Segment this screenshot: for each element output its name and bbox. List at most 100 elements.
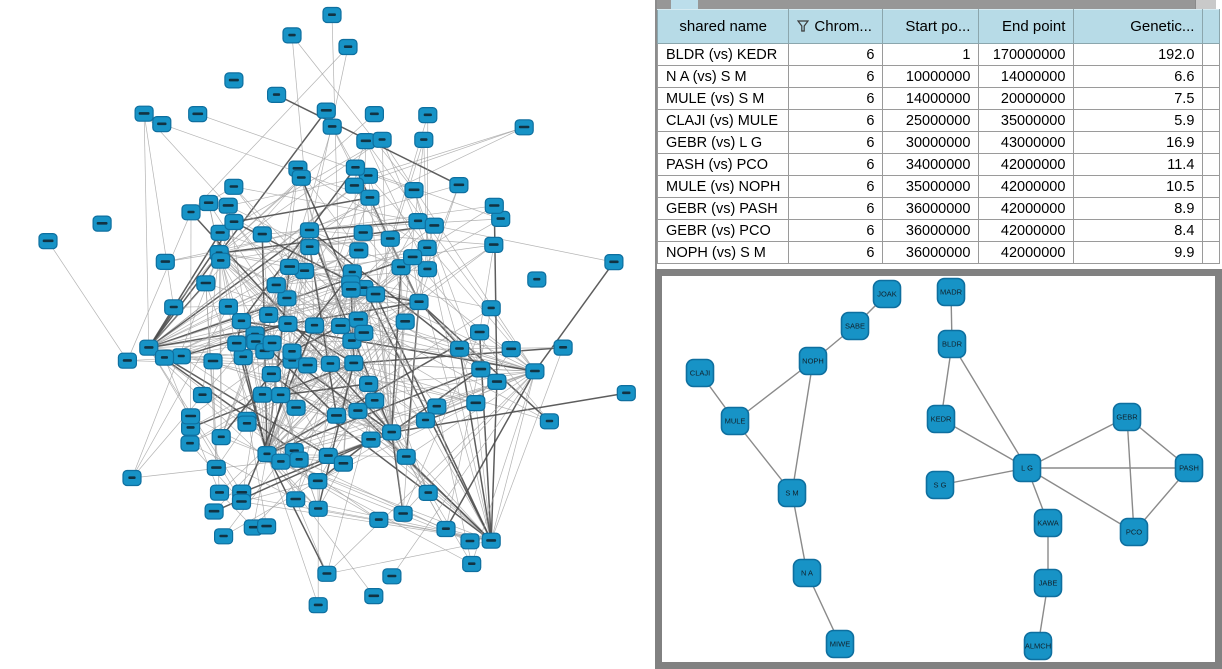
network-node[interactable] bbox=[231, 493, 252, 510]
network-node[interactable] bbox=[304, 317, 325, 334]
network-node[interactable] bbox=[484, 236, 504, 253]
table-row[interactable]: N A (vs) S M 6 10000000 14000000 6.6 bbox=[656, 65, 1221, 88]
network-node[interactable] bbox=[316, 102, 336, 119]
table-horizontal-scrollbar[interactable] bbox=[657, 0, 1216, 9]
network-node[interactable] bbox=[418, 106, 438, 124]
network-node[interactable] bbox=[364, 105, 384, 123]
network-node[interactable] bbox=[122, 469, 142, 487]
network-node[interactable] bbox=[450, 340, 470, 357]
network-node[interactable] bbox=[206, 459, 226, 476]
table-row[interactable]: GEBR (vs) L G 6 30000000 43000000 16.9 bbox=[656, 131, 1221, 154]
network-node[interactable] bbox=[527, 271, 547, 288]
subnet-node-pash[interactable]: PASH bbox=[1174, 453, 1204, 483]
network-node[interactable] bbox=[211, 429, 231, 446]
network-node[interactable] bbox=[331, 317, 351, 334]
network-node[interactable] bbox=[361, 431, 381, 448]
network-node[interactable] bbox=[338, 38, 358, 56]
network-node[interactable] bbox=[181, 204, 201, 221]
network-node[interactable] bbox=[227, 335, 247, 352]
network-node[interactable] bbox=[418, 484, 438, 501]
network-node[interactable] bbox=[266, 277, 286, 294]
network-node[interactable] bbox=[237, 415, 257, 432]
network-node[interactable] bbox=[300, 238, 320, 256]
column-header-end-point[interactable]: End point bbox=[978, 9, 1075, 44]
network-node[interactable] bbox=[372, 131, 392, 148]
network-node[interactable] bbox=[203, 353, 223, 370]
network-node[interactable] bbox=[380, 230, 400, 247]
network-node[interactable] bbox=[436, 520, 456, 538]
subnet-node-almch[interactable]: ALMCH bbox=[1023, 631, 1053, 661]
network-node[interactable] bbox=[322, 118, 342, 135]
network-node[interactable] bbox=[224, 213, 244, 231]
network-node[interactable] bbox=[218, 298, 238, 315]
network-node[interactable] bbox=[470, 324, 490, 341]
network-node[interactable] bbox=[308, 500, 328, 517]
network-node[interactable] bbox=[231, 313, 252, 330]
network-node[interactable] bbox=[155, 253, 175, 270]
network-node[interactable] bbox=[539, 413, 560, 430]
column-header-blank[interactable] bbox=[1202, 9, 1221, 44]
network-node[interactable] bbox=[271, 387, 291, 404]
network-node[interactable] bbox=[262, 335, 282, 352]
network-node[interactable] bbox=[286, 399, 306, 416]
network-node[interactable] bbox=[449, 177, 469, 194]
network-node[interactable] bbox=[308, 473, 328, 490]
table-row[interactable]: PASH (vs) PCO 6 34000000 42000000 11.4 bbox=[656, 153, 1221, 176]
subnet-node-claji[interactable]: CLAJI bbox=[685, 358, 715, 388]
network-node[interactable] bbox=[417, 261, 437, 278]
subnet-node-joak[interactable]: JOAK bbox=[872, 279, 902, 309]
table-row[interactable]: MULE (vs) NOPH 6 35000000 42000000 10.5 bbox=[656, 175, 1221, 198]
network-node[interactable] bbox=[460, 533, 480, 550]
network-node[interactable] bbox=[365, 392, 385, 409]
network-node[interactable] bbox=[317, 565, 337, 582]
subnet-node-miwe[interactable]: MIWE bbox=[825, 629, 855, 659]
subnet-node-s-g[interactable]: S G bbox=[925, 470, 955, 500]
network-node[interactable] bbox=[211, 252, 231, 269]
network-node[interactable] bbox=[481, 300, 501, 317]
subnetwork-canvas[interactable]: JOAK SABE NOPH CLAJI MULE S M N A MIWE MADR BLDR K… bbox=[662, 276, 1215, 662]
network-node[interactable] bbox=[320, 355, 340, 372]
network-node[interactable] bbox=[204, 503, 224, 520]
network-node[interactable] bbox=[395, 313, 415, 330]
network-node[interactable] bbox=[289, 451, 309, 468]
subnet-node-n-a[interactable]: N A bbox=[792, 558, 822, 588]
subnet-edge-gebr-pco[interactable] bbox=[1126, 416, 1135, 533]
network-node[interactable] bbox=[134, 105, 154, 122]
network-node[interactable] bbox=[466, 395, 486, 412]
table-row[interactable]: GEBR (vs) PASH 6 36000000 42000000 8.9 bbox=[656, 197, 1221, 220]
subnet-node-s-m[interactable]: S M bbox=[777, 478, 807, 508]
network-node[interactable] bbox=[427, 398, 447, 415]
network-node[interactable] bbox=[353, 224, 373, 241]
subnet-node-noph[interactable]: NOPH bbox=[798, 346, 828, 376]
network-node[interactable] bbox=[349, 242, 369, 259]
network-node[interactable] bbox=[341, 281, 361, 298]
scrollbar-thumb[interactable] bbox=[671, 0, 698, 9]
network-node[interactable] bbox=[344, 177, 364, 194]
network-node[interactable] bbox=[382, 424, 402, 441]
subnet-edge-l-g-pco[interactable] bbox=[1026, 467, 1135, 533]
network-node[interactable] bbox=[188, 105, 208, 123]
network-node[interactable] bbox=[404, 182, 424, 199]
network-node[interactable] bbox=[481, 532, 501, 549]
network-node[interactable] bbox=[322, 6, 342, 24]
table-row[interactable]: GEBR (vs) PCO 6 36000000 42000000 8.4 bbox=[656, 219, 1221, 242]
table-row[interactable]: NOPH (vs) S M 6 36000000 42000000 9.9 bbox=[656, 241, 1221, 264]
subnet-node-madr[interactable]: MADR bbox=[936, 277, 966, 307]
network-node[interactable] bbox=[604, 254, 624, 271]
subnet-node-l-g[interactable]: L G bbox=[1012, 453, 1042, 483]
network-node[interactable] bbox=[471, 361, 491, 378]
network-node[interactable] bbox=[501, 341, 521, 358]
network-node[interactable] bbox=[359, 375, 379, 392]
network-node[interactable] bbox=[252, 226, 272, 243]
network-node[interactable] bbox=[154, 349, 175, 366]
column-header-shared-name[interactable]: shared name bbox=[656, 9, 790, 44]
main-network-canvas[interactable] bbox=[0, 0, 655, 669]
network-node[interactable] bbox=[299, 222, 320, 239]
network-node[interactable] bbox=[152, 115, 172, 133]
table-row[interactable]: BLDR (vs) KEDR 6 1 170000000 192.0 bbox=[656, 43, 1221, 66]
network-node[interactable] bbox=[424, 217, 444, 234]
network-node[interactable] bbox=[408, 213, 428, 230]
filter-icon[interactable] bbox=[797, 20, 810, 32]
scrollbar-button[interactable] bbox=[1195, 0, 1216, 9]
column-header-start-po[interactable]: Start po... bbox=[882, 9, 980, 44]
